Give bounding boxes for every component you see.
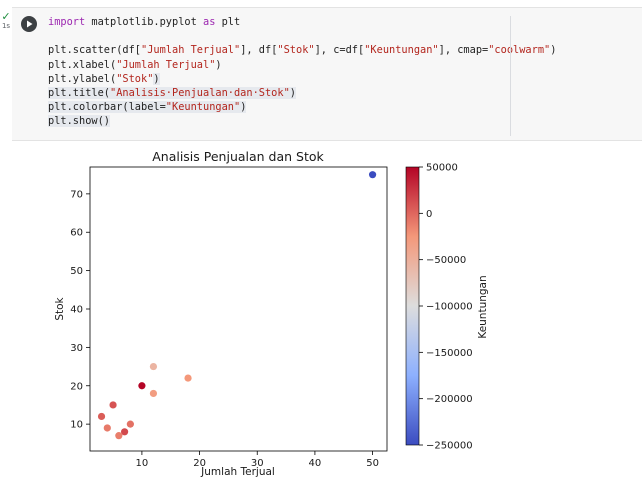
colorbar-tick-label: −150000 bbox=[426, 348, 473, 359]
y-tick-label: 30 bbox=[70, 343, 83, 354]
code-cell[interactable]: import matplotlib.pyplot as plt plt.scatt… bbox=[12, 7, 642, 141]
code-token: ], df[ bbox=[240, 44, 278, 57]
execution-time: 1s bbox=[1, 22, 11, 30]
scatter-point bbox=[97, 412, 106, 421]
code-token: ) bbox=[215, 58, 222, 71]
y-tick-label: 50 bbox=[70, 266, 83, 277]
colorbar-tick-label: −250000 bbox=[426, 441, 473, 452]
code-token: ) bbox=[153, 72, 160, 85]
colorbar bbox=[405, 166, 420, 446]
colorbar-tick-label: 0 bbox=[426, 209, 432, 220]
x-tick-label: 50 bbox=[366, 458, 379, 469]
code-token: "Keuntungan" bbox=[165, 101, 241, 114]
execution-status: ✓ 1s bbox=[0, 10, 12, 30]
code-token: plt.title( bbox=[48, 86, 110, 99]
code-token: "Jumlah Terjual" bbox=[141, 44, 241, 57]
scatter-point bbox=[121, 428, 129, 436]
code-token: "Stok" bbox=[116, 72, 154, 85]
x-tick-label: 30 bbox=[251, 458, 264, 469]
code-token: "Keuntungan" bbox=[364, 44, 439, 57]
code-line[interactable]: plt.xlabel("Jumlah Terjual") bbox=[48, 58, 556, 72]
code-token: ], c=df[ bbox=[314, 44, 365, 57]
code-token: "coolwarm" bbox=[488, 44, 551, 57]
scatter-point bbox=[126, 420, 134, 428]
colorbar-tick-label: −50000 bbox=[426, 255, 466, 266]
code-line[interactable]: plt.scatter(df["Jumlah Terjual"], df["St… bbox=[48, 43, 556, 57]
y-tick-label: 70 bbox=[70, 189, 83, 200]
code-token: as bbox=[203, 16, 216, 28]
y-tick-label: 60 bbox=[70, 228, 83, 239]
cell-output: Analisis Penjualan dan Stok 10 20 30 40 50 1… bbox=[12, 141, 642, 497]
colorbar-label: Keuntungan bbox=[477, 275, 489, 338]
code-line[interactable]: plt.show() bbox=[48, 114, 556, 128]
scatter-plot-figure: Analisis Penjualan dan Stok 10 20 30 40 50 1… bbox=[54, 149, 489, 478]
play-circle-icon bbox=[27, 20, 33, 28]
scatter-point bbox=[149, 389, 158, 398]
run-cell-button[interactable] bbox=[21, 16, 37, 32]
x-tick-label: 40 bbox=[309, 458, 322, 469]
code-line[interactable]: import matplotlib.pyplot as plt bbox=[48, 15, 556, 29]
scatter-point bbox=[103, 424, 111, 432]
x-tick-label: 10 bbox=[136, 458, 149, 469]
code-line[interactable]: plt.title("Analisis·Penjualan·dan·Stok") bbox=[48, 86, 556, 100]
x-axis-label: Jumlah Terjual bbox=[200, 466, 275, 478]
scatter-point bbox=[368, 171, 377, 179]
colorbar-tick-label: −100000 bbox=[426, 302, 473, 313]
code-token: plt.xlabel( bbox=[48, 58, 117, 71]
code-token: "Analisis·Penjualan·dan·Stok" bbox=[110, 86, 290, 99]
scatter-point bbox=[109, 401, 117, 409]
code-token: plt.ylabel( bbox=[48, 72, 117, 85]
scatter-point bbox=[138, 382, 146, 390]
code-token: matplotlib.pyplot bbox=[85, 16, 203, 28]
code-token: import bbox=[48, 16, 86, 28]
scatter-point bbox=[149, 362, 158, 371]
axes-frame bbox=[89, 166, 388, 452]
code-editor[interactable]: import matplotlib.pyplot as plt plt.scatt… bbox=[48, 15, 556, 129]
code-token: ) bbox=[550, 44, 557, 57]
scatter-point bbox=[184, 374, 192, 382]
chart-title: Analisis Penjualan dan Stok bbox=[152, 149, 324, 164]
code-token: ) bbox=[289, 86, 296, 99]
code-token: ], cmap= bbox=[438, 44, 489, 57]
colorbar-tick-label: −200000 bbox=[426, 394, 473, 405]
code-token: "Jumlah Terjual" bbox=[116, 58, 216, 71]
code-line[interactable] bbox=[48, 29, 556, 43]
code-token: plt.scatter(df[ bbox=[48, 44, 141, 57]
y-tick-label: 10 bbox=[70, 420, 83, 431]
code-line[interactable]: plt.colorbar(label="Keuntungan") bbox=[48, 100, 556, 114]
y-tick-label: 40 bbox=[70, 305, 83, 316]
code-line[interactable]: plt.ylabel("Stok") bbox=[48, 72, 556, 86]
code-token: "Stok" bbox=[277, 44, 315, 57]
code-token: plt.show() bbox=[48, 115, 110, 128]
y-axis-label: Stok bbox=[54, 296, 66, 320]
code-token: plt bbox=[215, 16, 241, 28]
colorbar-tick-label: 50000 bbox=[426, 163, 458, 174]
scatter-point bbox=[115, 432, 123, 440]
x-tick-label: 20 bbox=[193, 458, 206, 469]
code-token: ) bbox=[240, 101, 247, 114]
execution-success-icon: ✓ bbox=[1, 10, 11, 23]
y-tick-label: 20 bbox=[70, 381, 83, 392]
code-token: plt.colorbar(label= bbox=[48, 101, 166, 114]
editor-divider bbox=[510, 16, 511, 136]
